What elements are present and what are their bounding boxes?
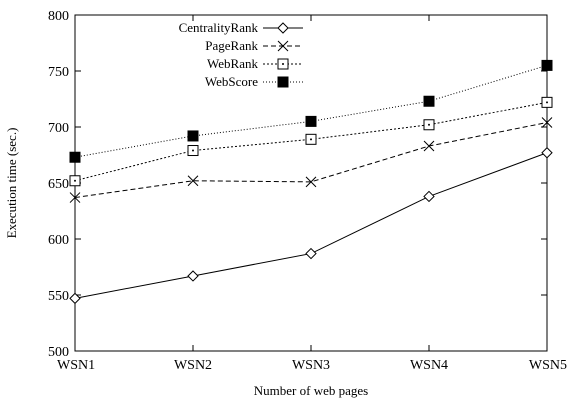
data-point bbox=[277, 76, 289, 88]
data-point bbox=[541, 147, 553, 159]
y-tick-label: 750 bbox=[48, 65, 69, 80]
series-webrank bbox=[69, 96, 553, 187]
y-tick-label: 600 bbox=[48, 233, 69, 248]
x-tick-label: WSN1 bbox=[57, 358, 95, 373]
legend-label: CentralityRank bbox=[179, 20, 259, 35]
series-line bbox=[74, 152, 548, 299]
data-point bbox=[69, 292, 81, 305]
x-axis-title: Number of web pages bbox=[254, 383, 368, 398]
x-tick-label: WSN3 bbox=[292, 358, 330, 373]
marker-dot bbox=[428, 123, 430, 126]
data-point bbox=[423, 140, 435, 152]
series-layer bbox=[69, 59, 553, 305]
legend-label: WebScore bbox=[205, 74, 258, 89]
data-point bbox=[69, 192, 81, 203]
y-tick-label: 650 bbox=[48, 177, 69, 192]
data-point bbox=[305, 247, 317, 260]
x-axis-ticks: WSN1 WSN2 WSN3 WSN4 WSN5 bbox=[57, 15, 567, 373]
data-point bbox=[69, 151, 81, 163]
data-point bbox=[277, 22, 289, 34]
series-pagerank bbox=[69, 117, 553, 203]
y-axis-ticks: 500 550 600 650 700 750 800 bbox=[48, 9, 547, 360]
legend-label: PageRank bbox=[205, 38, 258, 53]
data-point bbox=[541, 96, 553, 108]
legend: CentralityRank PageRank WebRank WebScore bbox=[179, 20, 303, 89]
data-point bbox=[277, 58, 289, 70]
data-point bbox=[305, 176, 317, 188]
x-tick-label: WSN4 bbox=[410, 358, 448, 373]
marker-dot bbox=[310, 138, 312, 141]
plot-frame bbox=[74, 14, 548, 352]
data-point bbox=[423, 95, 435, 107]
series-line bbox=[74, 64, 548, 158]
series-centralityrank bbox=[69, 147, 553, 305]
y-axis-title: Execution time (sec.) bbox=[4, 128, 19, 239]
data-point bbox=[187, 130, 199, 142]
data-point bbox=[187, 175, 199, 187]
y-tick-label: 550 bbox=[48, 289, 69, 304]
legend-label: WebRank bbox=[207, 56, 258, 71]
y-tick-label: 500 bbox=[48, 345, 69, 360]
data-point bbox=[541, 59, 553, 71]
data-point bbox=[423, 190, 435, 203]
data-point bbox=[69, 175, 81, 187]
y-tick-label: 700 bbox=[48, 121, 69, 136]
series-line bbox=[74, 122, 548, 199]
data-point bbox=[541, 117, 553, 128]
marker-dot bbox=[546, 101, 548, 104]
data-point bbox=[187, 270, 199, 282]
series-webscore bbox=[69, 59, 553, 163]
data-point bbox=[277, 40, 289, 52]
marker-dot bbox=[74, 179, 76, 182]
y-tick-label: 800 bbox=[48, 9, 69, 24]
x-tick-label: WSN5 bbox=[529, 358, 567, 373]
x-tick-label: WSN2 bbox=[174, 358, 212, 373]
data-point bbox=[305, 115, 317, 127]
marker-dot bbox=[192, 149, 194, 152]
data-point bbox=[423, 119, 435, 131]
data-point bbox=[305, 133, 317, 145]
marker-dot bbox=[282, 63, 284, 65]
data-point bbox=[187, 145, 199, 157]
